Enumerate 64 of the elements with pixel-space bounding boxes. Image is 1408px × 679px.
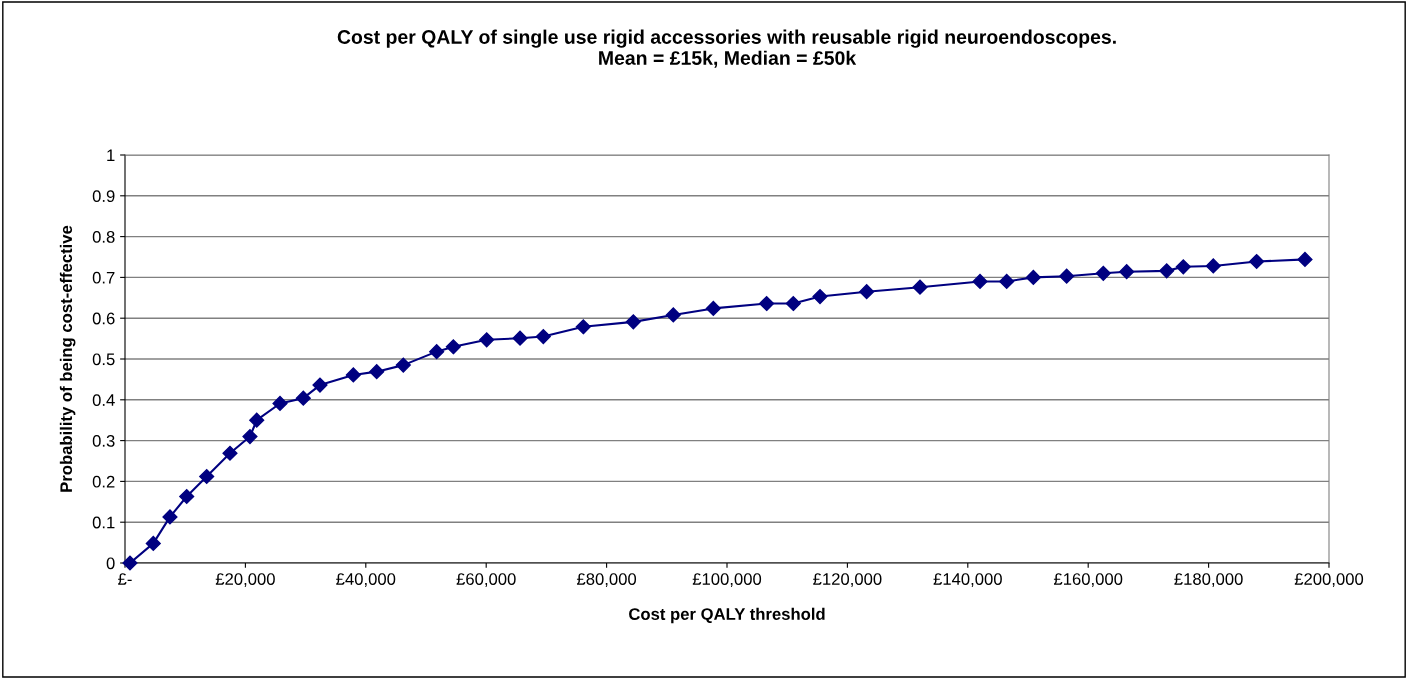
x-tick-label: £120,000 [813, 573, 882, 587]
chart-title: Cost per QALY of single use rigid accessories with reusable rigid neuroendoscopes. Mean = £15k, Median = £50k [337, 29, 1116, 68]
point [859, 284, 875, 300]
x-tick-label: £- [118, 573, 132, 585]
point [249, 412, 265, 428]
point [1119, 264, 1135, 280]
x-tick-label: £40,000 [336, 573, 396, 587]
x-tick-label: £200,000 [1294, 573, 1364, 587]
point [999, 273, 1015, 290]
point [1205, 258, 1221, 274]
point [1175, 259, 1191, 275]
point [395, 357, 411, 373]
x-tick-label: £60,000 [456, 573, 516, 587]
point [912, 279, 928, 295]
point [759, 295, 775, 312]
point [145, 535, 161, 551]
x-axis-title: Cost per QALY threshold [629, 607, 825, 624]
point [1297, 251, 1313, 268]
point [705, 300, 721, 316]
point [295, 390, 311, 406]
point [479, 332, 495, 348]
point [199, 468, 215, 485]
point [369, 364, 385, 380]
y-tick-label: 0.4 [92, 394, 115, 406]
point [972, 273, 988, 290]
point [345, 367, 361, 383]
y-tick-label: 0.2 [92, 475, 115, 488]
x-tick-label: £160,000 [1053, 573, 1123, 587]
y-tick-label: 1 [107, 149, 115, 162]
point [242, 428, 258, 445]
point [445, 339, 461, 355]
point [222, 445, 238, 461]
point [575, 319, 591, 335]
y-tick-label: 0 [106, 557, 115, 570]
point [1249, 253, 1265, 270]
x-tick-label: £80,000 [576, 573, 637, 587]
point [665, 307, 681, 323]
point [1025, 269, 1041, 285]
point [512, 330, 528, 346]
point [535, 328, 551, 345]
point [429, 344, 445, 360]
point [785, 295, 801, 312]
point [1159, 263, 1175, 279]
y-tick-label: 0.9 [92, 190, 115, 202]
point [312, 377, 328, 393]
y-tick-label: 0.1 [92, 516, 115, 529]
x-tick-label: £20,000 [215, 573, 275, 587]
point [272, 395, 288, 412]
y-tick-label: 0.8 [92, 231, 115, 243]
point [122, 555, 138, 571]
point [1059, 268, 1075, 284]
y-axis-title: Probability of being cost-effective [59, 225, 76, 492]
point [1095, 265, 1111, 281]
x-tick-label: £180,000 [1174, 573, 1243, 587]
point [625, 314, 641, 330]
point [162, 509, 178, 525]
point [179, 488, 195, 505]
point [812, 289, 828, 305]
x-tick-label: £100,000 [692, 573, 762, 587]
y-tick-label: 0.5 [92, 353, 115, 366]
y-tick-label: 0.7 [92, 271, 115, 284]
x-tick-label: £140,000 [933, 573, 1002, 587]
y-tick-label: 0.3 [92, 435, 115, 447]
y-tick-label: 0.6 [92, 312, 115, 325]
